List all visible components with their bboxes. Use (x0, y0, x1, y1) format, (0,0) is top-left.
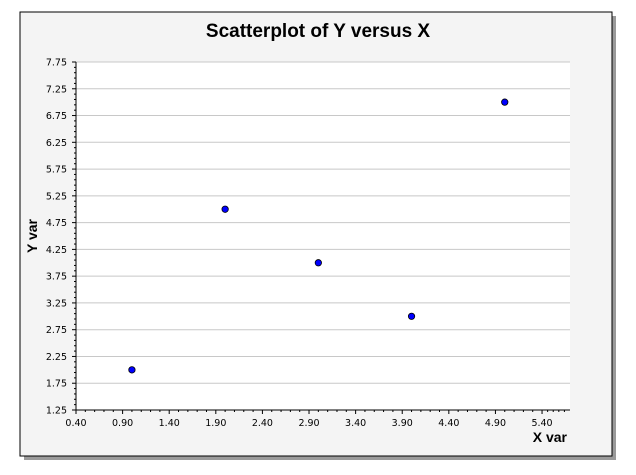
x-tick-label: 2.90 (298, 418, 319, 429)
x-tick-label: 0.40 (65, 418, 86, 429)
data-point (407, 312, 416, 320)
x-tick-label: 3.90 (392, 418, 413, 429)
y-tick-label: 4.75 (46, 218, 67, 229)
y-tick-label: 3.25 (46, 298, 67, 309)
x-axis-label: X var (533, 429, 568, 445)
data-point (128, 366, 136, 374)
data-point (501, 98, 509, 106)
gridlines (76, 61, 570, 384)
y-tick-label: 2.75 (46, 325, 67, 336)
y-tick-label: 6.25 (46, 138, 67, 149)
x-tick-label: 2.40 (252, 418, 273, 429)
x-axis-ticks: 0.40 0.90 1.40 1.90 2.40 2.90 3.40 3.90 4.40 4.90… (65, 410, 565, 429)
y-tick-label: 1.75 (46, 379, 67, 390)
y-tick-label: 5.75 (46, 165, 67, 176)
x-tick-label: 5.40 (531, 418, 552, 429)
plot-area (76, 62, 570, 410)
y-axis-label: Y var (24, 218, 40, 253)
y-tick-label: 7.75 (46, 58, 67, 69)
x-tick-label: 1.90 (205, 418, 226, 429)
data-point (314, 259, 322, 267)
axes (75, 62, 570, 411)
y-tick-label: 1.25 (46, 406, 67, 417)
x-tick-label: 0.90 (112, 418, 133, 429)
y-tick-label: 3.75 (46, 272, 67, 283)
y-tick-label: 5.25 (46, 191, 67, 202)
data-points (128, 98, 509, 374)
x-tick-label: 4.40 (438, 418, 459, 429)
data-point (221, 205, 229, 213)
y-axis-ticks: 1.25 1.75 2.25 2.75 3.25 3.75 4.25 4.75 5.25 5.75… (46, 58, 76, 417)
y-tick-label: 4.25 (46, 245, 67, 256)
y-tick-label: 7.25 (46, 84, 67, 95)
x-tick-label: 4.90 (485, 418, 506, 429)
y-tick-label: 2.25 (46, 352, 67, 363)
y-tick-label: 6.75 (46, 111, 67, 122)
chart-title: Scatterplot of Y versus X (206, 21, 431, 42)
x-tick-label: 3.40 (345, 418, 366, 429)
x-tick-label: 1.40 (159, 418, 180, 429)
